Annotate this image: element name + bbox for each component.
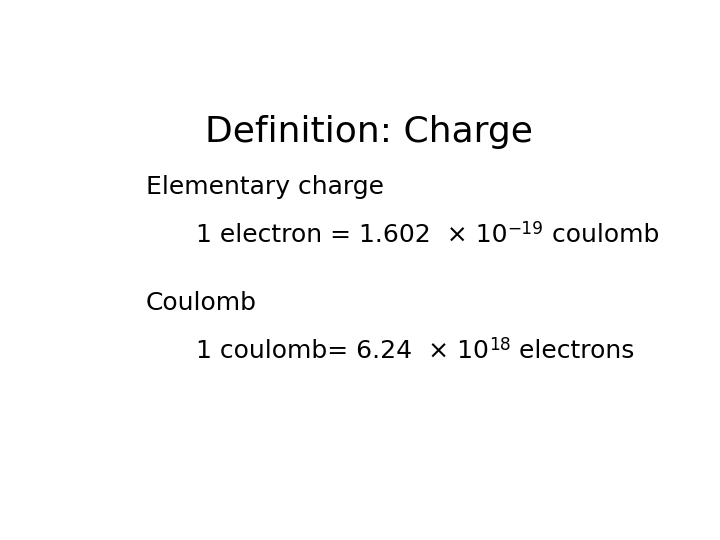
Text: −19: −19 <box>508 220 544 238</box>
Text: Elementary charge: Elementary charge <box>145 175 384 199</box>
Text: 1 coulomb= 6.24  × 10: 1 coulomb= 6.24 × 10 <box>196 339 489 363</box>
Text: Coulomb: Coulomb <box>145 291 257 315</box>
Text: electrons: electrons <box>510 339 634 363</box>
Text: coulomb: coulomb <box>544 222 659 247</box>
Text: 18: 18 <box>489 336 510 354</box>
Text: 1 electron = 1.602  × 10: 1 electron = 1.602 × 10 <box>196 222 508 247</box>
Text: Definition: Charge: Definition: Charge <box>205 114 533 148</box>
